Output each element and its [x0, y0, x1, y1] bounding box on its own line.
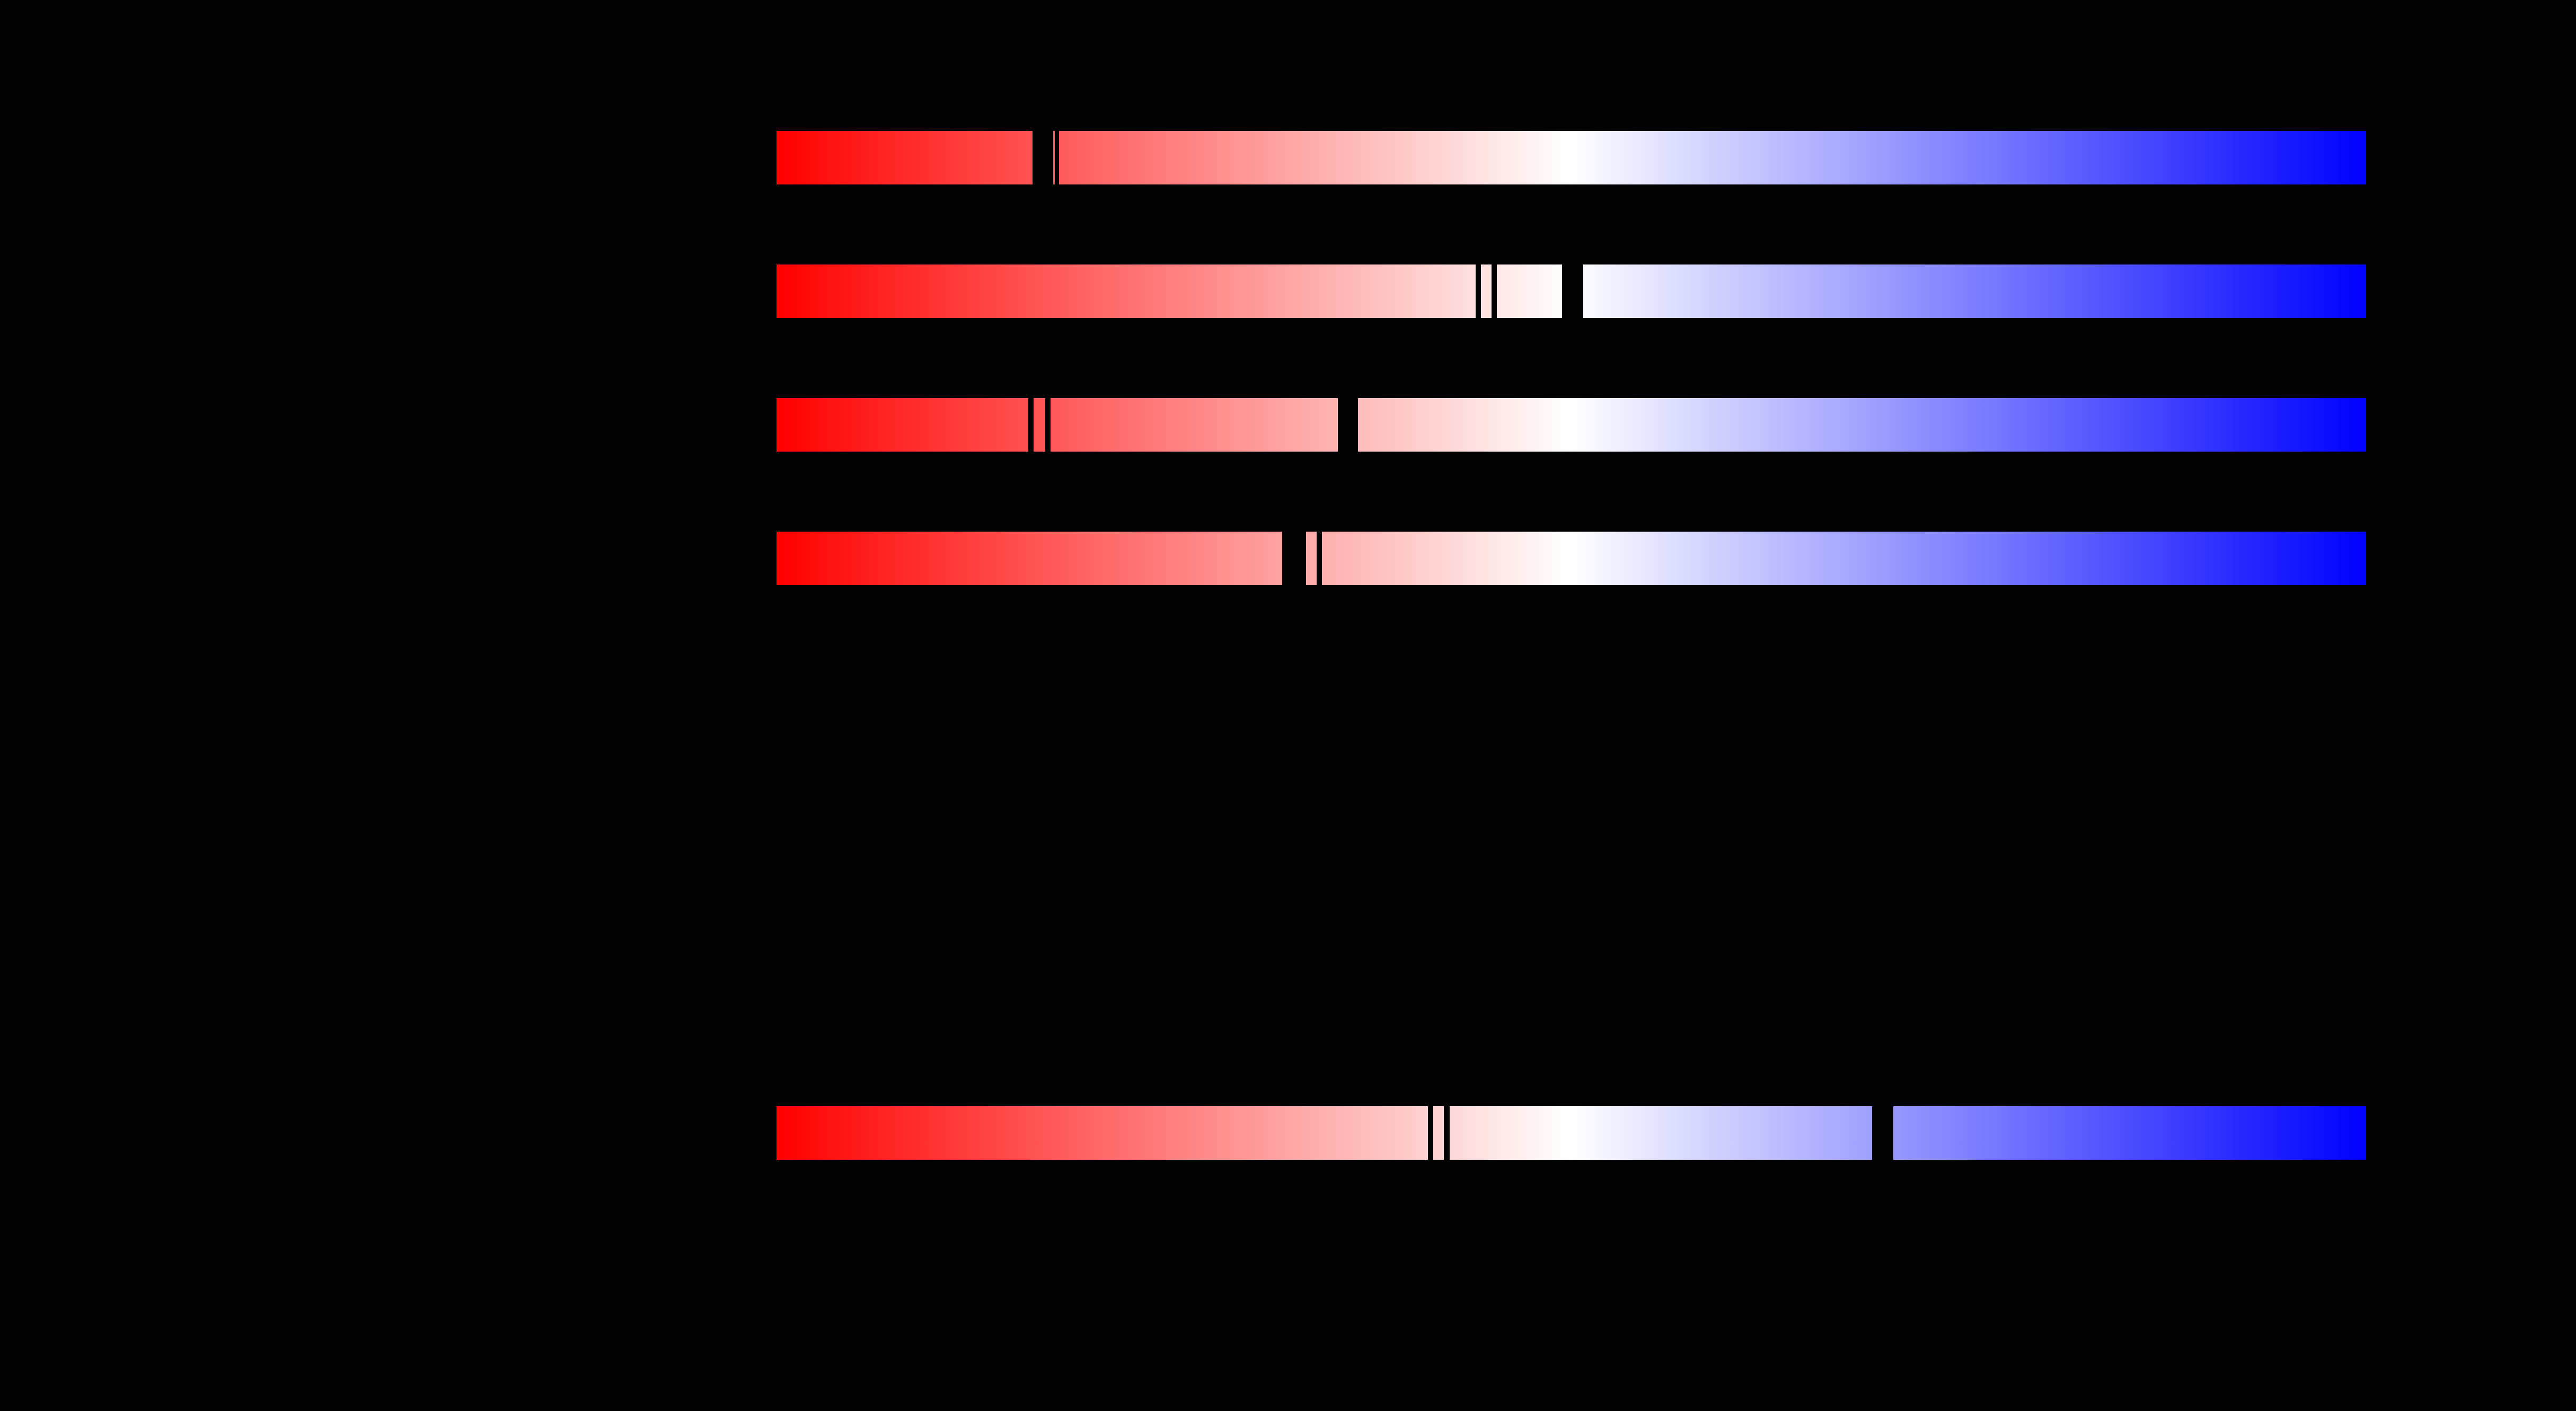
bar-gap-marker	[1443, 1106, 1450, 1160]
bar-gap-marker	[1028, 398, 1034, 452]
bar-gap-marker	[1337, 398, 1358, 452]
gradient-bar-row-5	[776, 1106, 2366, 1160]
bar-gap-marker	[1427, 1106, 1433, 1160]
bar-gap-marker	[1282, 531, 1306, 586]
bar-gap-marker	[1045, 398, 1051, 452]
bar-gap-marker	[1562, 263, 1583, 319]
bar-gap-marker	[1872, 1106, 1894, 1160]
gradient-bar-row-4	[776, 531, 2366, 586]
gradient-bar-row-3	[776, 398, 2366, 452]
bar-gap-marker	[1317, 531, 1322, 586]
gradient-bar-row-2	[776, 263, 2366, 319]
bar-gap-marker	[1033, 130, 1054, 185]
gradient-bar-row-1	[776, 130, 2366, 185]
bar-gap-marker	[1055, 130, 1059, 185]
bar-gap-marker	[1475, 263, 1481, 319]
bar-gap-marker	[1491, 263, 1497, 319]
